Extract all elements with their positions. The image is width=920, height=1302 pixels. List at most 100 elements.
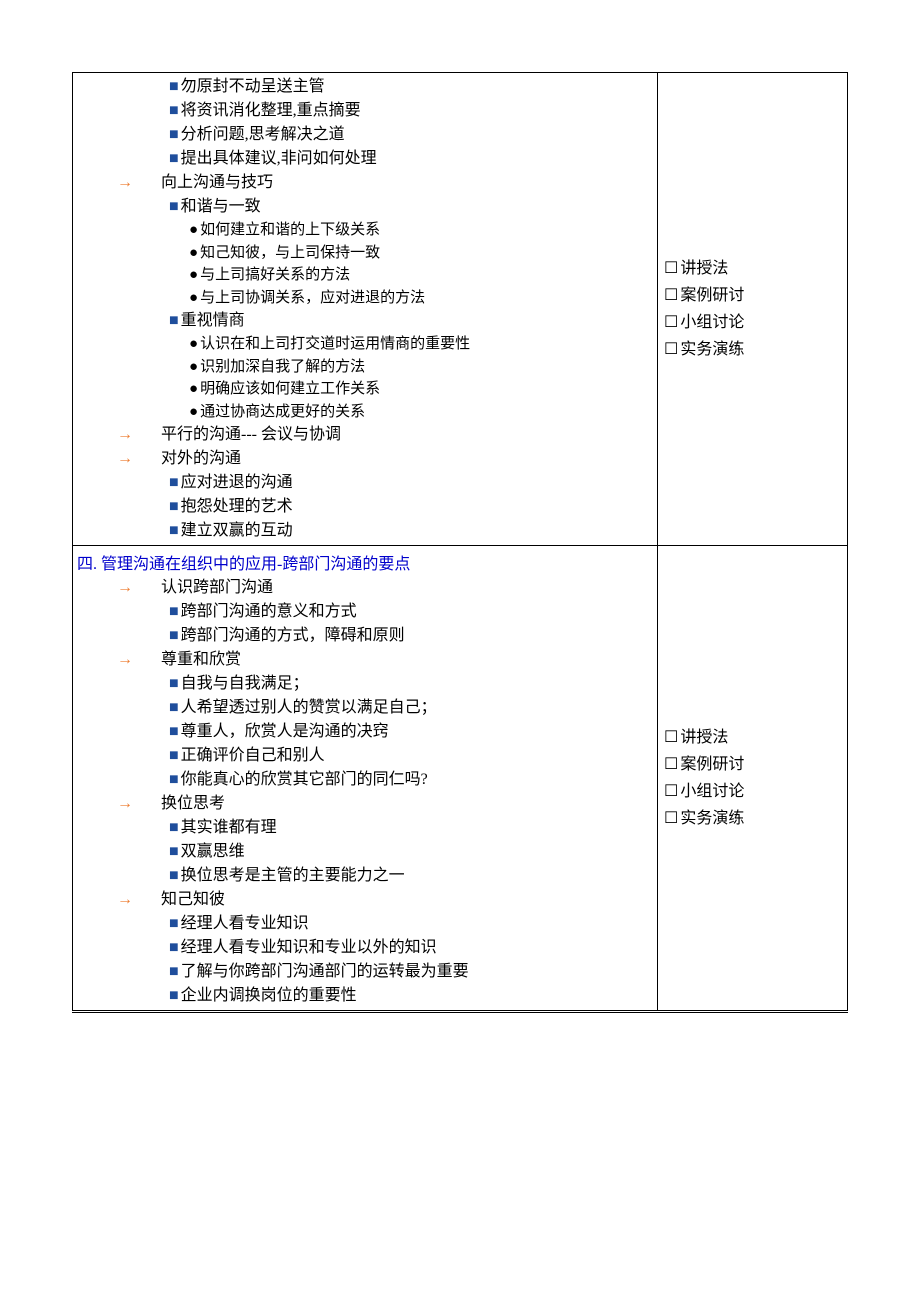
square-text: 应对进退的沟通 xyxy=(181,471,293,495)
square-item: ■了解与你跨部门沟通部门的运转最为重要 xyxy=(73,960,657,984)
circle-item: ●知己知彼，与上司保持一致 xyxy=(73,242,657,265)
square-bullet: ■ xyxy=(169,696,179,720)
square-item: ■提出具体建议,非问如何处理 xyxy=(73,147,657,171)
square-item: ■和谐与一致 xyxy=(73,195,657,219)
square-item: ■勿原封不动呈送主管 xyxy=(73,75,657,99)
square-bullet: ■ xyxy=(169,936,179,960)
square-item: ■经理人看专业知识 xyxy=(73,912,657,936)
square-bullet: ■ xyxy=(169,600,179,624)
circle-text: 通过协商达成更好的关系 xyxy=(200,401,365,424)
section-2: 四. 管理沟通在组织中的应用-跨部门沟通的要点 →认识跨部门沟通 ■跨部门沟通的… xyxy=(72,545,848,1010)
circle-text: 与上司协调关系，应对进退的方法 xyxy=(200,287,425,310)
method-text: 实务演练 xyxy=(680,336,744,363)
arrow-item: →尊重和欣赏 xyxy=(73,648,657,672)
square-bullet: ■ xyxy=(169,147,179,171)
section-1-content: ■勿原封不动呈送主管 ■将资讯消化整理,重点摘要 ■分析问题,思考解决之道 ■提… xyxy=(73,73,657,545)
circle-text: 知己知彼，与上司保持一致 xyxy=(200,242,380,265)
square-item: ■企业内调换岗位的重要性 xyxy=(73,984,657,1008)
square-bullet: ■ xyxy=(169,195,179,219)
method-item: ☐案例研讨 xyxy=(664,282,847,309)
arrow-text: 向上沟通与技巧 xyxy=(161,171,273,195)
square-text: 勿原封不动呈送主管 xyxy=(181,75,325,99)
circle-item: ●识别加深自我了解的方法 xyxy=(73,356,657,379)
arrow-icon: → xyxy=(117,792,161,816)
checkbox-icon: ☐ xyxy=(664,309,678,336)
square-item: ■其实谁都有理 xyxy=(73,816,657,840)
section-2-heading: 四. 管理沟通在组织中的应用-跨部门沟通的要点 xyxy=(73,548,657,576)
method-text: 案例研讨 xyxy=(680,282,744,309)
method-text: 小组讨论 xyxy=(680,778,744,805)
square-item: ■分析问题,思考解决之道 xyxy=(73,123,657,147)
section-2-methods: ☐讲授法 ☐案例研讨 ☐小组讨论 ☐实务演练 xyxy=(657,546,847,1010)
circle-bullet: ● xyxy=(189,264,198,287)
square-item: ■换位思考是主管的主要能力之一 xyxy=(73,864,657,888)
checkbox-icon: ☐ xyxy=(664,336,678,363)
outline-table: ■勿原封不动呈送主管 ■将资讯消化整理,重点摘要 ■分析问题,思考解决之道 ■提… xyxy=(72,72,848,1013)
arrow-icon: → xyxy=(117,423,161,447)
arrow-item: →对外的沟通 xyxy=(73,447,657,471)
arrow-icon: → xyxy=(117,576,161,600)
method-text: 讲授法 xyxy=(680,255,728,282)
heading-text: 管理沟通在组织中的应用-跨部门沟通的要点 xyxy=(101,550,410,574)
square-text: 你能真心的欣赏其它部门的同仁吗? xyxy=(181,768,428,792)
arrow-icon: → xyxy=(117,888,161,912)
circle-bullet: ● xyxy=(189,378,198,401)
circle-bullet: ● xyxy=(189,242,198,265)
circle-item: ●认识在和上司打交道时运用情商的重要性 xyxy=(73,333,657,356)
square-bullet: ■ xyxy=(169,816,179,840)
checkbox-icon: ☐ xyxy=(664,805,678,832)
square-text: 建立双赢的互动 xyxy=(181,519,293,543)
method-item: ☐实务演练 xyxy=(664,336,847,363)
square-item: ■正确评价自己和别人 xyxy=(73,744,657,768)
arrow-item: →向上沟通与技巧 xyxy=(73,171,657,195)
square-text: 自我与自我满足； xyxy=(181,672,309,696)
circle-bullet: ● xyxy=(189,287,198,310)
arrow-icon: → xyxy=(117,171,161,195)
square-bullet: ■ xyxy=(169,768,179,792)
circle-text: 与上司搞好关系的方法 xyxy=(200,264,350,287)
arrow-icon: → xyxy=(117,648,161,672)
method-item: ☐实务演练 xyxy=(664,805,847,832)
method-item: ☐小组讨论 xyxy=(664,778,847,805)
square-item: ■跨部门沟通的意义和方式 xyxy=(73,600,657,624)
square-text: 将资讯消化整理,重点摘要 xyxy=(181,99,361,123)
arrow-text: 平行的沟通--- 会议与协调 xyxy=(161,423,341,447)
square-bullet: ■ xyxy=(169,75,179,99)
square-item: ■人希望透过别人的赞赏以满足自己； xyxy=(73,696,657,720)
method-item: ☐讲授法 xyxy=(664,255,847,282)
square-item: ■重视情商 xyxy=(73,309,657,333)
square-text: 抱怨处理的艺术 xyxy=(181,495,293,519)
method-text: 案例研讨 xyxy=(680,751,744,778)
square-item: ■双赢思维 xyxy=(73,840,657,864)
arrow-text: 认识跨部门沟通 xyxy=(161,576,273,600)
arrow-text: 尊重和欣赏 xyxy=(161,648,241,672)
arrow-text: 知己知彼 xyxy=(161,888,225,912)
checkbox-icon: ☐ xyxy=(664,282,678,309)
section-1-methods: ☐讲授法 ☐案例研讨 ☐小组讨论 ☐实务演练 xyxy=(657,73,847,545)
circle-text: 识别加深自我了解的方法 xyxy=(200,356,365,379)
square-item: ■自我与自我满足； xyxy=(73,672,657,696)
square-text: 分析问题,思考解决之道 xyxy=(181,123,345,147)
circle-bullet: ● xyxy=(189,219,198,242)
square-text: 和谐与一致 xyxy=(181,195,261,219)
arrow-item: →换位思考 xyxy=(73,792,657,816)
square-text: 提出具体建议,非问如何处理 xyxy=(181,147,377,171)
square-item: ■将资讯消化整理,重点摘要 xyxy=(73,99,657,123)
square-text: 重视情商 xyxy=(181,309,245,333)
method-item: ☐讲授法 xyxy=(664,724,847,751)
square-bullet: ■ xyxy=(169,984,179,1008)
circle-text: 明确应该如何建立工作关系 xyxy=(200,378,380,401)
square-text: 换位思考是主管的主要能力之一 xyxy=(181,864,405,888)
square-bullet: ■ xyxy=(169,624,179,648)
square-text: 正确评价自己和别人 xyxy=(181,744,325,768)
circle-item: ●如何建立和谐的上下级关系 xyxy=(73,219,657,242)
square-item: ■经理人看专业知识和专业以外的知识 xyxy=(73,936,657,960)
square-item: ■跨部门沟通的方式，障碍和原则 xyxy=(73,624,657,648)
square-bullet: ■ xyxy=(169,672,179,696)
square-bullet: ■ xyxy=(169,744,179,768)
square-bullet: ■ xyxy=(169,864,179,888)
method-item: ☐案例研讨 xyxy=(664,751,847,778)
circle-item: ●明确应该如何建立工作关系 xyxy=(73,378,657,401)
square-text: 其实谁都有理 xyxy=(181,816,277,840)
square-text: 尊重人，欣赏人是沟通的决窍 xyxy=(181,720,389,744)
